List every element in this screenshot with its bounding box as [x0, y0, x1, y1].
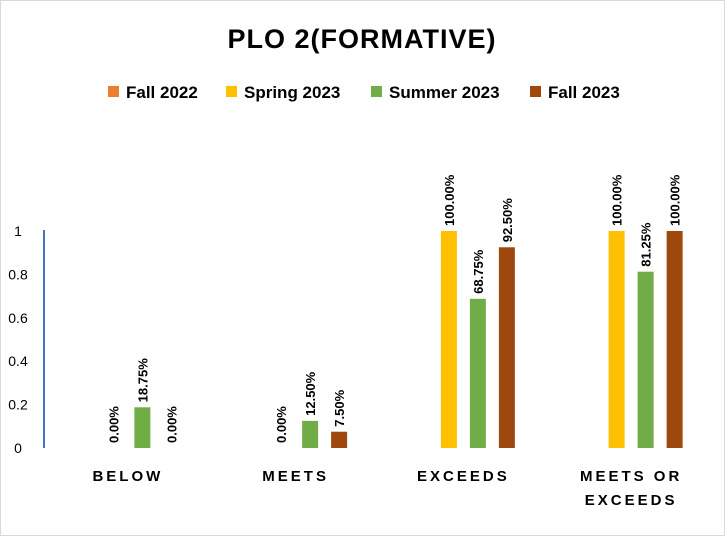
category-label: BELOW: [92, 468, 163, 485]
data-label: 92.50%: [500, 198, 515, 243]
legend-swatch: [108, 86, 119, 97]
y-tick-label: 0: [14, 440, 22, 456]
data-label: 100.00%: [610, 174, 625, 226]
bars: [134, 231, 683, 448]
legend: Fall 2022 Spring 2023 Summer 2023 Fall 2023: [108, 83, 620, 102]
data-label: 12.50%: [303, 371, 318, 416]
data-label: 0.00%: [274, 406, 289, 443]
data-label: 0.00%: [164, 406, 179, 443]
category-label: MEETS: [262, 468, 329, 485]
data-labels: 0.00% 18.75% 0.00% 0.00% 12.50% 7.50% 100.00% 6…: [106, 174, 682, 443]
legend-swatch: [226, 86, 237, 97]
y-tick-label: 0.2: [8, 397, 28, 413]
bar: [469, 298, 486, 448]
data-label: 81.25%: [639, 222, 654, 267]
y-tick-label: 1: [14, 223, 22, 239]
bar: [302, 420, 319, 448]
category-labels: BELOW MEETS EXCEEDS MEETS OR EXCEEDS: [92, 468, 682, 509]
data-label: 100.00%: [668, 174, 683, 226]
legend-label: Fall 2022: [126, 83, 198, 102]
y-tick-label: 0.4: [8, 353, 28, 369]
category-label: EXCEEDS: [585, 492, 678, 509]
bar: [440, 231, 457, 448]
chart-title: PLO 2(FORMATIVE): [228, 24, 497, 54]
bar: [608, 231, 625, 448]
y-axis: 0 0.2 0.4 0.6 0.8 1: [8, 223, 45, 456]
legend-label: Spring 2023: [244, 83, 340, 102]
bar: [331, 431, 348, 448]
category-label: MEETS OR: [580, 468, 682, 485]
data-label: 100.00%: [442, 174, 457, 226]
data-label: 7.50%: [332, 389, 347, 426]
bar: [498, 247, 515, 448]
data-label: 18.75%: [135, 358, 150, 403]
legend-label: Fall 2023: [548, 83, 620, 102]
data-label: 0.00%: [106, 406, 121, 443]
category-label: EXCEEDS: [417, 468, 510, 485]
legend-swatch: [530, 86, 541, 97]
bar: [637, 271, 654, 448]
legend-swatch: [371, 86, 382, 97]
bar: [666, 231, 683, 448]
data-label: 68.75%: [471, 249, 486, 294]
y-tick-label: 0.8: [8, 266, 28, 282]
legend-label: Summer 2023: [389, 83, 500, 102]
y-tick-label: 0.6: [8, 310, 28, 326]
bar: [134, 407, 151, 448]
